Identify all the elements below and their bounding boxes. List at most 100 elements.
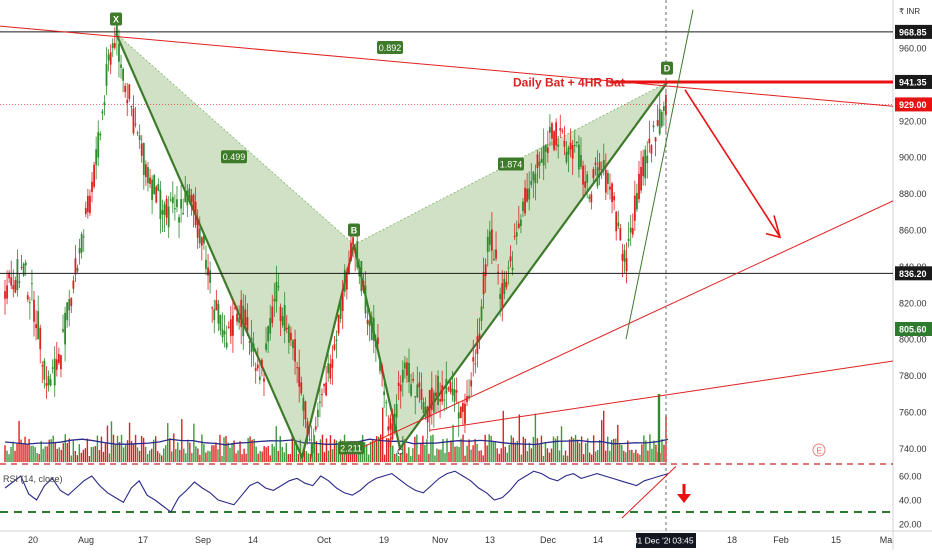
volume-bar (500, 448, 502, 462)
candle-body (142, 143, 145, 176)
volume-bar (454, 446, 456, 462)
candle-body (416, 384, 419, 398)
volume-bar (52, 435, 54, 462)
candle-body (660, 111, 663, 127)
price-tick-label: 740.00 (899, 444, 927, 454)
volume-bar (530, 448, 533, 462)
volume-bar (219, 434, 221, 462)
volume-bar (165, 445, 167, 462)
pattern-point-badge (661, 61, 673, 75)
candle-body (526, 188, 529, 202)
rsi-panel: RSI (14, close) (0, 463, 893, 519)
volume-bar (506, 452, 508, 462)
candle-body (111, 43, 114, 49)
candle-body (555, 122, 558, 146)
volume-bar (325, 438, 328, 462)
volume-bar (114, 445, 117, 462)
volume-bar (70, 455, 72, 462)
candle-body (619, 228, 622, 241)
volume-bar (38, 454, 40, 462)
candle-body (476, 336, 479, 355)
annotations: E X B D C 0.892 0.499 1.874 2.211 Daily Bat + 4HR… (110, 12, 826, 457)
candle-body (445, 378, 448, 394)
volume-bar (564, 450, 567, 462)
candle-body (385, 402, 388, 404)
volume-bar (400, 453, 402, 462)
price-tick-label: 880.00 (899, 189, 927, 199)
candle-body (298, 367, 301, 387)
candle-body (180, 199, 183, 209)
volume-bar (18, 420, 20, 462)
price-tick-label: 920.00 (899, 116, 927, 126)
volume-bar (169, 438, 171, 462)
candle-body (101, 111, 104, 114)
candle-body (607, 172, 609, 184)
candle-body (184, 190, 187, 202)
volume-bar (492, 441, 494, 462)
candle-body (271, 306, 274, 323)
volume-bar (572, 438, 575, 462)
volume-bar (229, 447, 231, 462)
volume-bar (623, 450, 625, 462)
volume-bar (331, 449, 334, 462)
candle-body (169, 199, 172, 201)
candle-body (426, 406, 429, 423)
volume-bar (241, 454, 243, 462)
candle-body (308, 439, 311, 441)
candle-body (335, 339, 338, 342)
candle-body (665, 94, 667, 116)
candle-body (93, 164, 95, 187)
volume-bar (609, 450, 611, 462)
candle-body (584, 181, 587, 188)
down-arrow-head (677, 494, 691, 503)
volume-bar (118, 442, 121, 462)
time-tick-label: 18 (727, 535, 737, 545)
candle-body (627, 238, 630, 242)
candle-body (200, 237, 203, 246)
candle-body (339, 299, 342, 319)
volume-bar (281, 446, 283, 462)
candle-body (403, 362, 406, 369)
candle-body (76, 267, 79, 272)
candle-body (482, 272, 485, 295)
candle-body (190, 195, 193, 203)
earnings-marker-circle (812, 443, 826, 457)
volume-bar (293, 442, 296, 462)
candle-body (203, 233, 205, 244)
candle-body (302, 397, 305, 411)
candle-body (524, 187, 526, 214)
price-tick-label: 960.00 (899, 44, 927, 54)
price-tick-label: 800.00 (899, 335, 927, 345)
volume-bar (235, 453, 237, 462)
volume-bar (171, 451, 173, 462)
volume-bar (40, 441, 42, 462)
candle-body (16, 259, 19, 290)
volume-bar (299, 439, 302, 462)
candle-body (132, 108, 135, 134)
volume-bar (183, 448, 185, 462)
volume-bar (641, 444, 643, 462)
candle-body (333, 344, 336, 350)
volume-bar (267, 446, 269, 462)
candle-body (623, 250, 626, 262)
volume-bar (596, 449, 599, 462)
candle-body (387, 426, 390, 431)
volume-bar (319, 439, 322, 462)
candle-body (45, 383, 48, 386)
volume-bar (263, 446, 265, 462)
candle-body (472, 357, 475, 362)
volume-bar (203, 444, 205, 462)
candle-body (633, 195, 636, 221)
volume-bar (64, 434, 66, 462)
volume-bar (548, 452, 551, 462)
volume-bar (195, 446, 197, 462)
candle-body (443, 399, 446, 401)
volume-bar (440, 449, 442, 462)
volume-bar (108, 453, 111, 462)
candle-body (345, 275, 348, 290)
price-tag-805.60 (895, 322, 932, 337)
candle-body (354, 249, 357, 254)
volume-bar (452, 424, 454, 462)
volume-bar (424, 444, 426, 462)
